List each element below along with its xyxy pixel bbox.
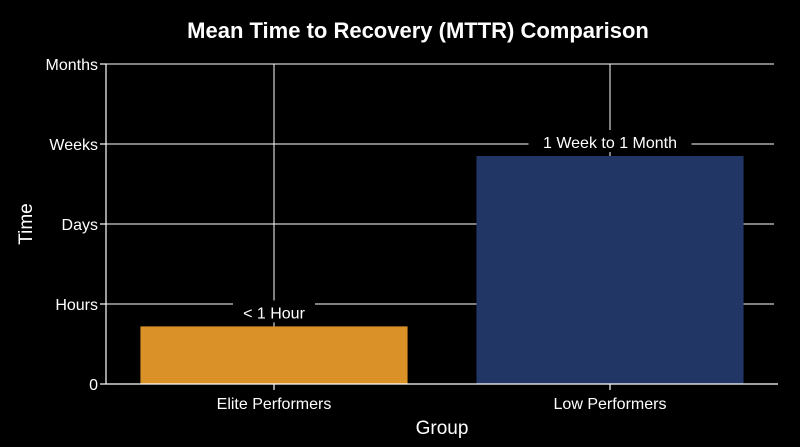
data-label: < 1 Hour [243, 305, 305, 322]
axes [100, 63, 778, 390]
x-tick-label: Elite Performers [217, 396, 332, 413]
bar-low-performers [476, 156, 744, 384]
bars [140, 156, 744, 384]
data-label: 1 Week to 1 Month [543, 135, 677, 152]
y-tick-label: Months [46, 57, 98, 74]
y-tick-label: 0 [89, 377, 98, 394]
bar-elite-performers [140, 326, 408, 384]
x-axis-label: Group [416, 418, 469, 439]
x-tick-label: Low Performers [554, 396, 667, 413]
y-tick-label: Hours [55, 297, 98, 314]
y-axis-label: Time [16, 203, 37, 245]
y-tick-label: Days [62, 217, 98, 234]
labels: 0 Hours Days Weeks Months < 1 Hour Elite Perfo… [46, 57, 692, 413]
data-label-bg [528, 130, 692, 152]
data-label-bg [233, 300, 315, 323]
y-tick-label: Weeks [49, 137, 98, 154]
chart-title: Mean Time to Recovery (MTTR) Comparison [187, 18, 649, 43]
